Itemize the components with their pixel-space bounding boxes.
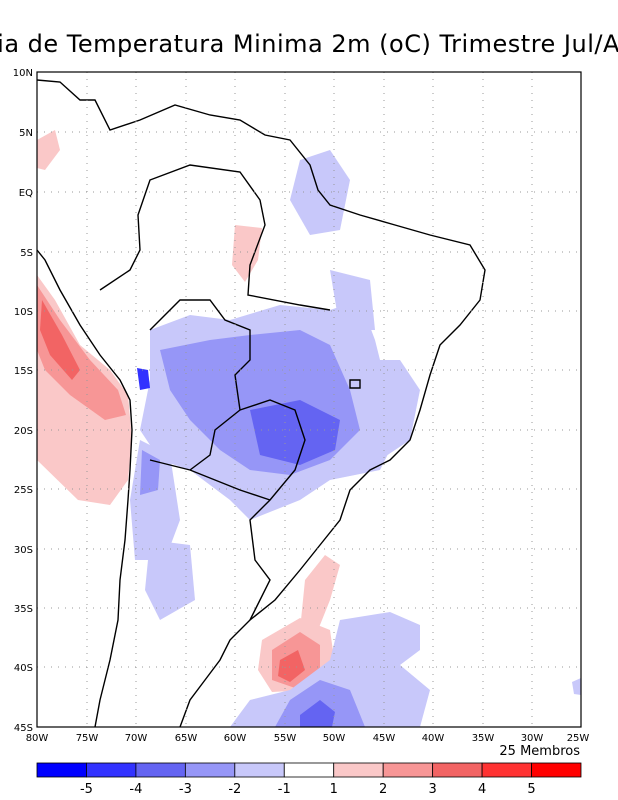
lon-label: 50W [323, 733, 346, 744]
lat-label: EQ [19, 188, 33, 199]
colorbar-swatch [135, 762, 186, 778]
members-label: 25 Membros [499, 744, 580, 759]
colorbar-swatch [234, 762, 285, 778]
colorbar [36, 762, 582, 778]
colorbar-tick-label: 1 [330, 782, 338, 797]
lat-axis: 10N 5N EQ 5S 10S 15S 20S 25S 30S 35S 40S… [13, 68, 33, 734]
colorbar-swatch [36, 762, 87, 778]
lat-label: 10S [14, 307, 33, 318]
lon-label: 25W [567, 733, 590, 744]
lat-label: 20S [14, 426, 33, 437]
lon-label: 80W [26, 733, 49, 744]
lat-label: 25S [14, 485, 33, 496]
lon-label: 35W [472, 733, 495, 744]
map-title: lia de Temperatura Minima 2m (oC) Trimes… [0, 30, 618, 58]
lon-label: 60W [224, 733, 247, 744]
plot-frame [36, 71, 582, 728]
colorbar-swatch [531, 762, 582, 778]
colorbar-ticks: -5 -4 -3 -2 -1 1 2 3 4 5 [80, 782, 536, 797]
colorbar-swatch [86, 762, 137, 778]
colorbar-swatch [432, 762, 483, 778]
colorbar-tick-label: -4 [129, 782, 142, 797]
lon-label: 40W [422, 733, 445, 744]
lat-label: 45S [14, 723, 33, 734]
colorbar-tick-label: 4 [478, 782, 486, 797]
lon-label: 75W [76, 733, 99, 744]
colorbar-swatch [481, 762, 532, 778]
colorbar-tick-label: -3 [179, 782, 192, 797]
lon-label: 30W [521, 733, 544, 744]
colorbar-tick-label: 2 [379, 782, 387, 797]
lon-label: 65W [175, 733, 198, 744]
colorbar-tick-label: -1 [278, 782, 291, 797]
lon-label: 70W [125, 733, 148, 744]
colorbar-swatch [184, 762, 236, 778]
lon-label: 45W [373, 733, 396, 744]
lat-label: 5S [20, 248, 33, 259]
lat-label: 5N [19, 128, 33, 139]
anomaly-shading [37, 130, 581, 727]
colorbar-swatch [382, 762, 434, 778]
lat-label: 10N [13, 68, 33, 79]
coastlines [36, 79, 486, 728]
lat-label: 40S [14, 663, 33, 674]
colorbar-tick-label: 3 [428, 782, 436, 797]
lon-axis: 80W 75W 70W 65W 60W 55W 50W 45W 40W 35W … [26, 733, 590, 744]
colorbar-tick-label: -2 [228, 782, 241, 797]
colorbar-swatch [283, 762, 335, 778]
lat-label: 35S [14, 604, 33, 615]
lat-label: 30S [14, 545, 33, 556]
lat-label: 15S [14, 366, 33, 377]
colorbar-tick-label: 5 [527, 782, 535, 797]
colorbar-swatch [333, 762, 384, 778]
lon-label: 55W [274, 733, 297, 744]
colorbar-tick-label: -5 [80, 782, 93, 797]
